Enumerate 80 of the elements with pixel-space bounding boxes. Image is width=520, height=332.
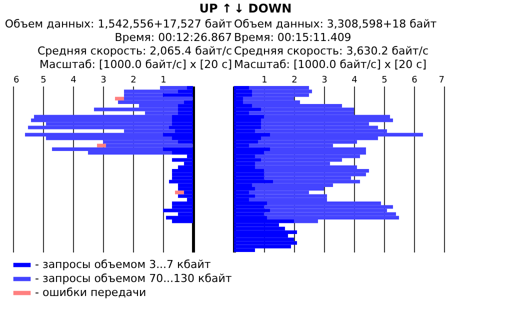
bar xyxy=(234,238,294,242)
bar xyxy=(172,122,193,126)
bar xyxy=(169,180,193,184)
bar xyxy=(234,140,258,144)
bar xyxy=(234,118,261,122)
bar xyxy=(172,118,193,122)
bar xyxy=(234,86,249,90)
bar xyxy=(234,132,270,137)
bar xyxy=(234,93,252,97)
x-tick-label: 1 xyxy=(160,76,166,86)
legend-label: - запросы объемом 3...7 кбайт xyxy=(35,258,212,271)
bar xyxy=(175,190,184,194)
text: Объем данных: 3,308,598+18 байт xyxy=(234,18,438,30)
bar xyxy=(172,169,193,173)
x-tick-label: 3 xyxy=(100,76,106,86)
bar xyxy=(234,122,261,126)
bar xyxy=(264,212,396,216)
bar xyxy=(178,187,193,191)
bar xyxy=(234,187,255,191)
bar xyxy=(234,114,264,118)
x-tick-label: 6 xyxy=(412,76,418,86)
bar xyxy=(264,172,366,176)
bar xyxy=(261,118,393,122)
bar xyxy=(172,176,193,180)
bar xyxy=(178,108,193,112)
chart-title: UP ↑ xyxy=(199,2,232,16)
bar xyxy=(234,220,294,224)
bar xyxy=(234,230,297,234)
text: Объем данных: 1,542,556+17,527 байт xyxy=(4,18,233,30)
bar xyxy=(234,90,252,94)
bar xyxy=(163,93,193,97)
bar xyxy=(234,180,273,184)
bar xyxy=(234,208,270,212)
bar xyxy=(115,96,124,100)
text: Время: 00:15:11.409 xyxy=(234,31,352,44)
bar xyxy=(267,216,399,220)
bar xyxy=(97,144,106,148)
bar xyxy=(234,194,255,198)
bar xyxy=(178,194,193,198)
x-tick-label: 5 xyxy=(40,76,46,86)
legend-label: - ошибки передачи xyxy=(35,286,146,299)
text: Средняя скорость: 2,065.4 байт/с xyxy=(37,44,232,58)
bar xyxy=(234,169,264,173)
bar xyxy=(234,158,261,162)
bar xyxy=(172,114,193,118)
bar xyxy=(234,108,261,112)
chart-title: ↓ DOWN xyxy=(234,2,292,16)
bar xyxy=(234,126,261,130)
bar xyxy=(172,158,193,162)
text: Время: 00:12:26.867 xyxy=(114,31,232,44)
x-tick-label: 3 xyxy=(322,76,328,86)
bar xyxy=(234,147,270,151)
bar xyxy=(163,208,193,212)
bar xyxy=(234,172,264,176)
x-tick-label: 1 xyxy=(262,76,268,86)
text: Масштаб: [1000.0 байт/с] x [20 с] xyxy=(39,58,232,71)
x-tick-label: 6 xyxy=(14,76,20,86)
bar xyxy=(249,86,309,90)
bar xyxy=(166,216,193,220)
bar xyxy=(234,241,297,245)
x-tick-label: 2 xyxy=(130,76,136,86)
x-tick-label: 4 xyxy=(70,76,77,86)
legend-label: - запросы объемом 70...130 кбайт xyxy=(35,272,232,285)
bar xyxy=(163,132,193,137)
x-tick-label: 5 xyxy=(382,76,388,86)
x-tick-label: 2 xyxy=(292,76,298,86)
x-tick-label: 4 xyxy=(352,76,358,86)
bar xyxy=(163,147,193,151)
text: Средняя скорость: 3,630.2 байт/с xyxy=(234,44,429,58)
bar xyxy=(31,118,172,122)
text: Масштаб: [1000.0 байт/с] x [20 с] xyxy=(234,58,427,71)
bar xyxy=(94,108,178,112)
bar xyxy=(172,172,193,176)
x-tick-label: 7 xyxy=(438,76,444,86)
bar xyxy=(172,201,193,206)
bar xyxy=(169,126,193,130)
bar xyxy=(264,205,393,209)
bar xyxy=(234,201,267,206)
bar xyxy=(252,90,312,94)
bar xyxy=(178,104,193,108)
